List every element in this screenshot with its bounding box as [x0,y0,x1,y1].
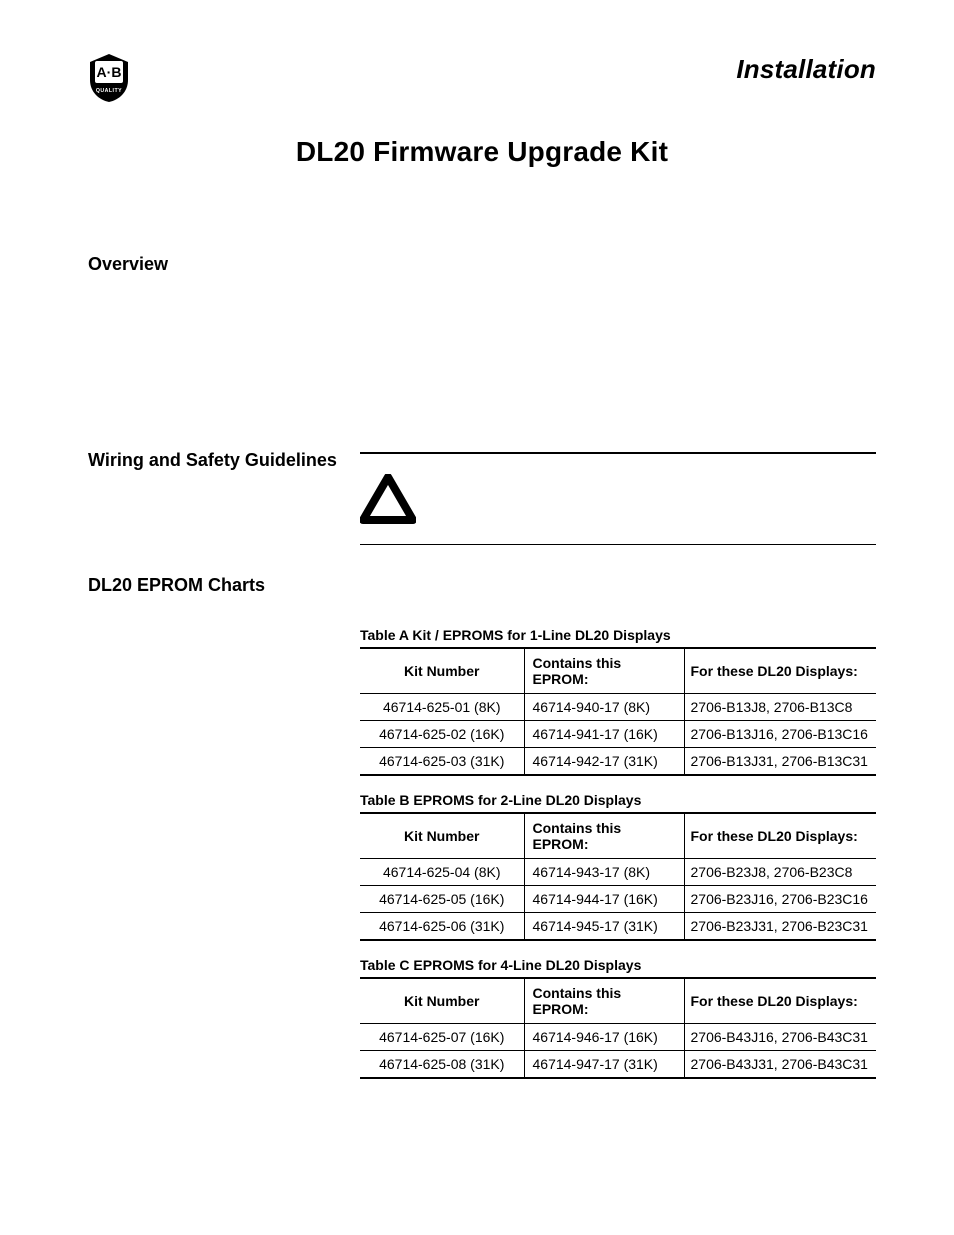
svg-text:A·B: A·B [97,64,122,80]
cell: 46714-940-17 (8K) [524,694,684,721]
table-header-row: Kit Number Contains this EPROM: For thes… [360,813,876,859]
rule [360,452,876,454]
table-b-block: Table B EPROMS for 2-Line DL20 Displays … [360,792,876,941]
cell: 46714-625-08 (31K) [360,1051,524,1079]
col-for-displays: For these DL20 Displays: [684,648,876,694]
overview-heading: Overview [88,254,360,275]
table-row: 46714-625-03 (31K) 46714-942-17 (31K) 27… [360,748,876,776]
section-overview: Overview [88,254,876,424]
section-wiring: Wiring and Safety Guidelines [88,450,876,545]
cell: 46714-947-17 (31K) [524,1051,684,1079]
table-c-block: Table C EPROMS for 4-Line DL20 Displays … [360,957,876,1079]
cell: 46714-946-17 (16K) [524,1024,684,1051]
cell: 46714-625-01 (8K) [360,694,524,721]
page: A·B QUALITY Installation DL20 Firmware U… [0,0,954,1159]
cell: 46714-625-07 (16K) [360,1024,524,1051]
cell: 2706-B13J16, 2706-B13C16 [684,721,876,748]
col-for-displays: For these DL20 Displays: [684,978,876,1024]
cell: 2706-B43J31, 2706-B43C31 [684,1051,876,1079]
table-row: 46714-625-06 (31K) 46714-945-17 (31K) 27… [360,913,876,941]
section-charts: DL20 EPROM Charts Table A Kit / EPROMS f… [88,575,876,1093]
cell: 2706-B23J16, 2706-B23C16 [684,886,876,913]
svg-text:QUALITY: QUALITY [96,88,122,94]
rule [360,544,876,545]
cell: 46714-625-05 (16K) [360,886,524,913]
cell: 46714-944-17 (16K) [524,886,684,913]
cell: 46714-942-17 (31K) [524,748,684,776]
table-b: Kit Number Contains this EPROM: For thes… [360,812,876,941]
page-title: DL20 Firmware Upgrade Kit [88,136,876,168]
cell: 2706-B23J8, 2706-B23C8 [684,859,876,886]
col-kit-number: Kit Number [360,978,524,1024]
cell: 46714-625-04 (8K) [360,859,524,886]
cell: 46714-945-17 (31K) [524,913,684,941]
cell: 46714-625-02 (16K) [360,721,524,748]
table-a: Kit Number Contains this EPROM: For thes… [360,647,876,776]
attention-block [360,474,876,544]
cell: 46714-625-03 (31K) [360,748,524,776]
table-row: 46714-625-05 (16K) 46714-944-17 (16K) 27… [360,886,876,913]
table-row: 46714-625-08 (31K) 46714-947-17 (31K) 27… [360,1051,876,1079]
header-row: A·B QUALITY Installation [88,54,876,102]
table-a-caption: Table A Kit / EPROMS for 1-Line DL20 Dis… [360,627,876,643]
col-kit-number: Kit Number [360,648,524,694]
table-row: 46714-625-07 (16K) 46714-946-17 (16K) 27… [360,1024,876,1051]
table-c: Kit Number Contains this EPROM: For thes… [360,977,876,1079]
col-contains-eprom: Contains this EPROM: [524,813,684,859]
cell: 2706-B23J31, 2706-B23C31 [684,913,876,941]
col-for-displays: For these DL20 Displays: [684,813,876,859]
col-contains-eprom: Contains this EPROM: [524,648,684,694]
table-a-block: Table A Kit / EPROMS for 1-Line DL20 Dis… [360,627,876,776]
table-row: 46714-625-02 (16K) 46714-941-17 (16K) 27… [360,721,876,748]
table-header-row: Kit Number Contains this EPROM: For thes… [360,648,876,694]
ab-quality-logo: A·B QUALITY [88,54,130,102]
doc-type-label: Installation [736,54,876,85]
cell: 2706-B43J16, 2706-B43C31 [684,1024,876,1051]
cell: 46714-625-06 (31K) [360,913,524,941]
table-b-caption: Table B EPROMS for 2-Line DL20 Displays [360,792,876,808]
cell: 46714-941-17 (16K) [524,721,684,748]
col-kit-number: Kit Number [360,813,524,859]
table-header-row: Kit Number Contains this EPROM: For thes… [360,978,876,1024]
table-c-caption: Table C EPROMS for 4-Line DL20 Displays [360,957,876,973]
wiring-heading: Wiring and Safety Guidelines [88,450,360,471]
table-row: 46714-625-01 (8K) 46714-940-17 (8K) 2706… [360,694,876,721]
charts-heading: DL20 EPROM Charts [88,575,360,596]
cell: 2706-B13J8, 2706-B13C8 [684,694,876,721]
cell: 2706-B13J31, 2706-B13C31 [684,748,876,776]
attention-triangle-icon [360,474,416,524]
table-row: 46714-625-04 (8K) 46714-943-17 (8K) 2706… [360,859,876,886]
cell: 46714-943-17 (8K) [524,859,684,886]
col-contains-eprom: Contains this EPROM: [524,978,684,1024]
